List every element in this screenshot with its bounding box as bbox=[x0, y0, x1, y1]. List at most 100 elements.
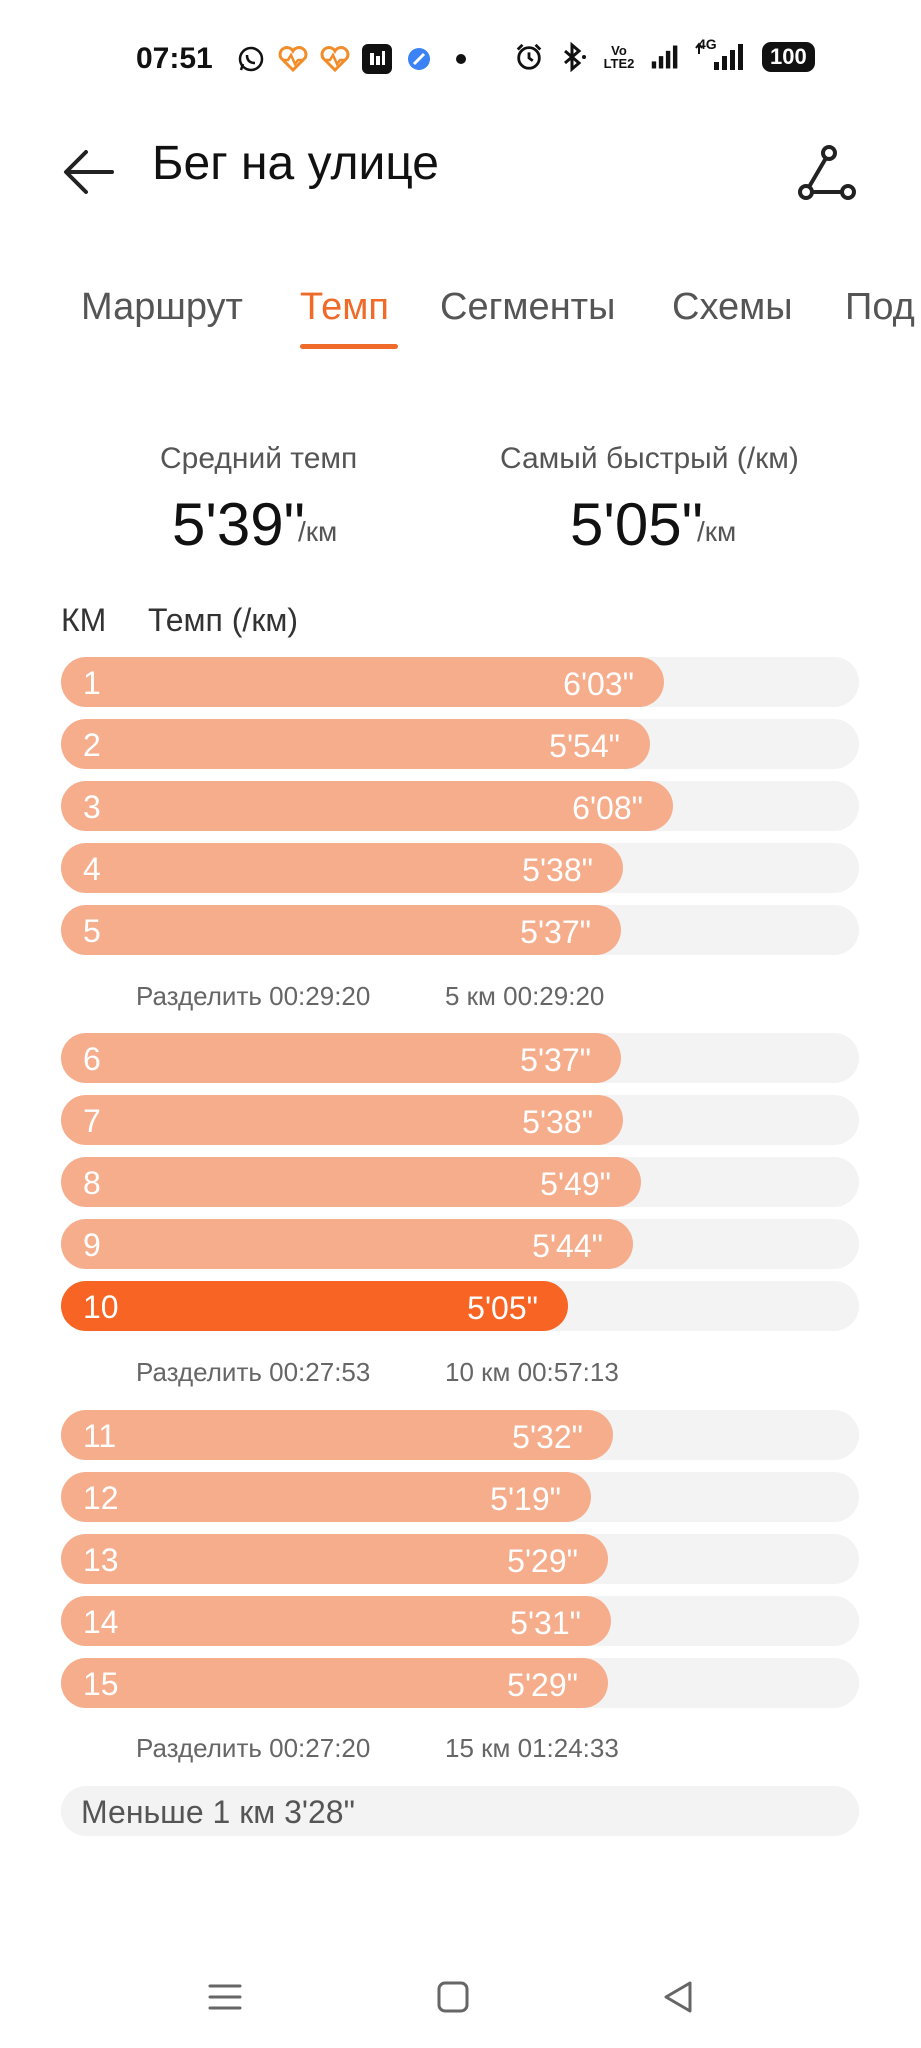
bluetooth-icon bbox=[558, 42, 588, 72]
split-time: Разделить 00:27:53 bbox=[136, 1357, 371, 1387]
lap-bar: 6 5'37" bbox=[61, 1033, 621, 1083]
arrow-left-icon[interactable] bbox=[60, 142, 120, 202]
lap-row: 9 5'44" bbox=[61, 1219, 859, 1269]
cumulative-time: 10 км 00:57:13 bbox=[445, 1357, 619, 1387]
dot-icon bbox=[446, 44, 476, 74]
lap-pace: 6'08" bbox=[572, 790, 643, 826]
heart-rate-icon bbox=[320, 44, 350, 74]
tab-more[interactable]: Под bbox=[845, 286, 915, 328]
tab-route[interactable]: Маршрут bbox=[81, 286, 243, 328]
lap-km: 7 bbox=[83, 1103, 101, 1139]
lap-km: 1 bbox=[83, 665, 101, 701]
pace-summary: Средний темп 5'39" /км Самый быстрый (/к… bbox=[0, 430, 921, 560]
menu-icon[interactable] bbox=[200, 1972, 250, 2022]
lap-bar: 1 6'03" bbox=[61, 657, 664, 707]
lap-row: 10 5'05" bbox=[61, 1281, 859, 1331]
lap-km: 5 bbox=[83, 913, 101, 949]
system-icons: Vo LTE2 4G 100 bbox=[514, 36, 815, 72]
lap-km: 4 bbox=[83, 851, 101, 887]
tab-segments[interactable]: Сегменты bbox=[440, 286, 616, 328]
lap-row: 8 5'49" bbox=[61, 1157, 859, 1207]
lap-pace: 6'03" bbox=[563, 666, 634, 702]
lap-row: 3 6'08" bbox=[61, 781, 859, 831]
split-time: Разделить 00:29:20 bbox=[136, 981, 371, 1011]
system-nav-bar bbox=[0, 1960, 921, 2048]
lap-pace: 5'19" bbox=[490, 1481, 561, 1517]
alarm-icon bbox=[514, 42, 544, 72]
whatsapp-icon bbox=[236, 44, 266, 74]
lap-row: 1 6'03" bbox=[61, 657, 859, 707]
remainder-row: Меньше 1 км 3'28" bbox=[61, 1786, 859, 1836]
lap-bar: 12 5'19" bbox=[61, 1472, 591, 1522]
best-pace-label: Самый быстрый (/км) bbox=[500, 442, 799, 475]
lap-km: 8 bbox=[83, 1165, 101, 1201]
network-type-label: 4G bbox=[698, 36, 717, 52]
lap-km: 9 bbox=[83, 1227, 101, 1263]
lap-row: 4 5'38" bbox=[61, 843, 859, 893]
lap-km: 15 bbox=[83, 1666, 119, 1702]
browser-icon bbox=[404, 44, 434, 74]
lap-bar: 9 5'44" bbox=[61, 1219, 633, 1269]
lap-pace: 5'37" bbox=[520, 914, 591, 950]
split-time: Разделить 00:27:20 bbox=[136, 1733, 371, 1763]
lap-pace: 5'32" bbox=[512, 1419, 583, 1455]
active-tab-indicator bbox=[300, 344, 398, 349]
lap-bar: 8 5'49" bbox=[61, 1157, 641, 1207]
avg-pace-label: Средний темп bbox=[160, 442, 358, 475]
lap-row: 13 5'29" bbox=[61, 1534, 859, 1584]
lap-km: 14 bbox=[83, 1604, 119, 1640]
back-triangle-icon[interactable] bbox=[654, 1972, 704, 2022]
heart-rate-icon bbox=[278, 44, 308, 74]
remainder-label: Меньше 1 км 3'28" bbox=[81, 1794, 355, 1830]
lap-pace: 5'49" bbox=[540, 1166, 611, 1202]
best-pace-unit: /км bbox=[697, 516, 737, 547]
lap-km: 6 bbox=[83, 1041, 101, 1077]
column-header-km: КМ bbox=[61, 602, 107, 638]
home-square-icon[interactable] bbox=[428, 1972, 478, 2022]
route-share-icon[interactable] bbox=[796, 142, 858, 204]
lap-row: 15 5'29" bbox=[61, 1658, 859, 1708]
avg-pace-unit: /км bbox=[298, 516, 338, 547]
lap-row: 14 5'31" bbox=[61, 1596, 859, 1646]
tab-bar: Маршрут Темп Сегменты Схемы Под bbox=[0, 270, 921, 350]
lap-km: 12 bbox=[83, 1480, 119, 1516]
lap-pace: 5'05" bbox=[467, 1290, 538, 1326]
lap-pace: 5'54" bbox=[549, 728, 620, 764]
lap-bar: 11 5'32" bbox=[61, 1410, 613, 1460]
lap-row: 7 5'38" bbox=[61, 1095, 859, 1145]
lap-bar: 13 5'29" bbox=[61, 1534, 608, 1584]
lap-km: 11 bbox=[83, 1418, 117, 1454]
signal-icon bbox=[650, 42, 680, 72]
app-header: Бег на улице bbox=[0, 120, 921, 250]
status-time: 07:51 bbox=[136, 42, 213, 75]
best-pace-value: 5'05" bbox=[570, 491, 703, 558]
tab-pace[interactable]: Темп bbox=[300, 286, 389, 328]
lap-row: 6 5'37" bbox=[61, 1033, 859, 1083]
lap-km: 3 bbox=[83, 789, 101, 825]
lap-bar: 4 5'38" bbox=[61, 843, 623, 893]
lap-km: 13 bbox=[83, 1542, 119, 1578]
lap-bar: 5 5'37" bbox=[61, 905, 621, 955]
lap-bar: 7 5'38" bbox=[61, 1095, 623, 1145]
app-icon bbox=[362, 44, 392, 74]
lap-pace: 5'37" bbox=[520, 1042, 591, 1078]
lap-pace: 5'38" bbox=[522, 1104, 593, 1140]
lap-bar: 15 5'29" bbox=[61, 1658, 608, 1708]
lap-km: 2 bbox=[83, 727, 101, 763]
battery-indicator: 100 bbox=[762, 42, 815, 72]
lap-bar: 3 6'08" bbox=[61, 781, 673, 831]
lap-pace: 5'38" bbox=[522, 852, 593, 888]
notification-icons bbox=[236, 44, 476, 74]
column-header-pace: Темп (/км) bbox=[148, 602, 298, 638]
tab-schemes[interactable]: Схемы bbox=[672, 286, 793, 328]
lap-pace: 5'29" bbox=[507, 1667, 578, 1703]
lap-pace: 5'29" bbox=[507, 1543, 578, 1579]
lap-row: 5 5'37" bbox=[61, 905, 859, 955]
avg-pace-value: 5'39" bbox=[172, 491, 305, 558]
4g-signal-icon: 4G bbox=[694, 36, 748, 72]
lap-bar: 2 5'54" bbox=[61, 719, 650, 769]
lap-row: 12 5'19" bbox=[61, 1472, 859, 1522]
lap-bar-fastest: 10 5'05" bbox=[61, 1281, 568, 1331]
page-title: Бег на улице bbox=[152, 137, 439, 190]
volte-icon: Vo LTE2 bbox=[603, 43, 635, 71]
